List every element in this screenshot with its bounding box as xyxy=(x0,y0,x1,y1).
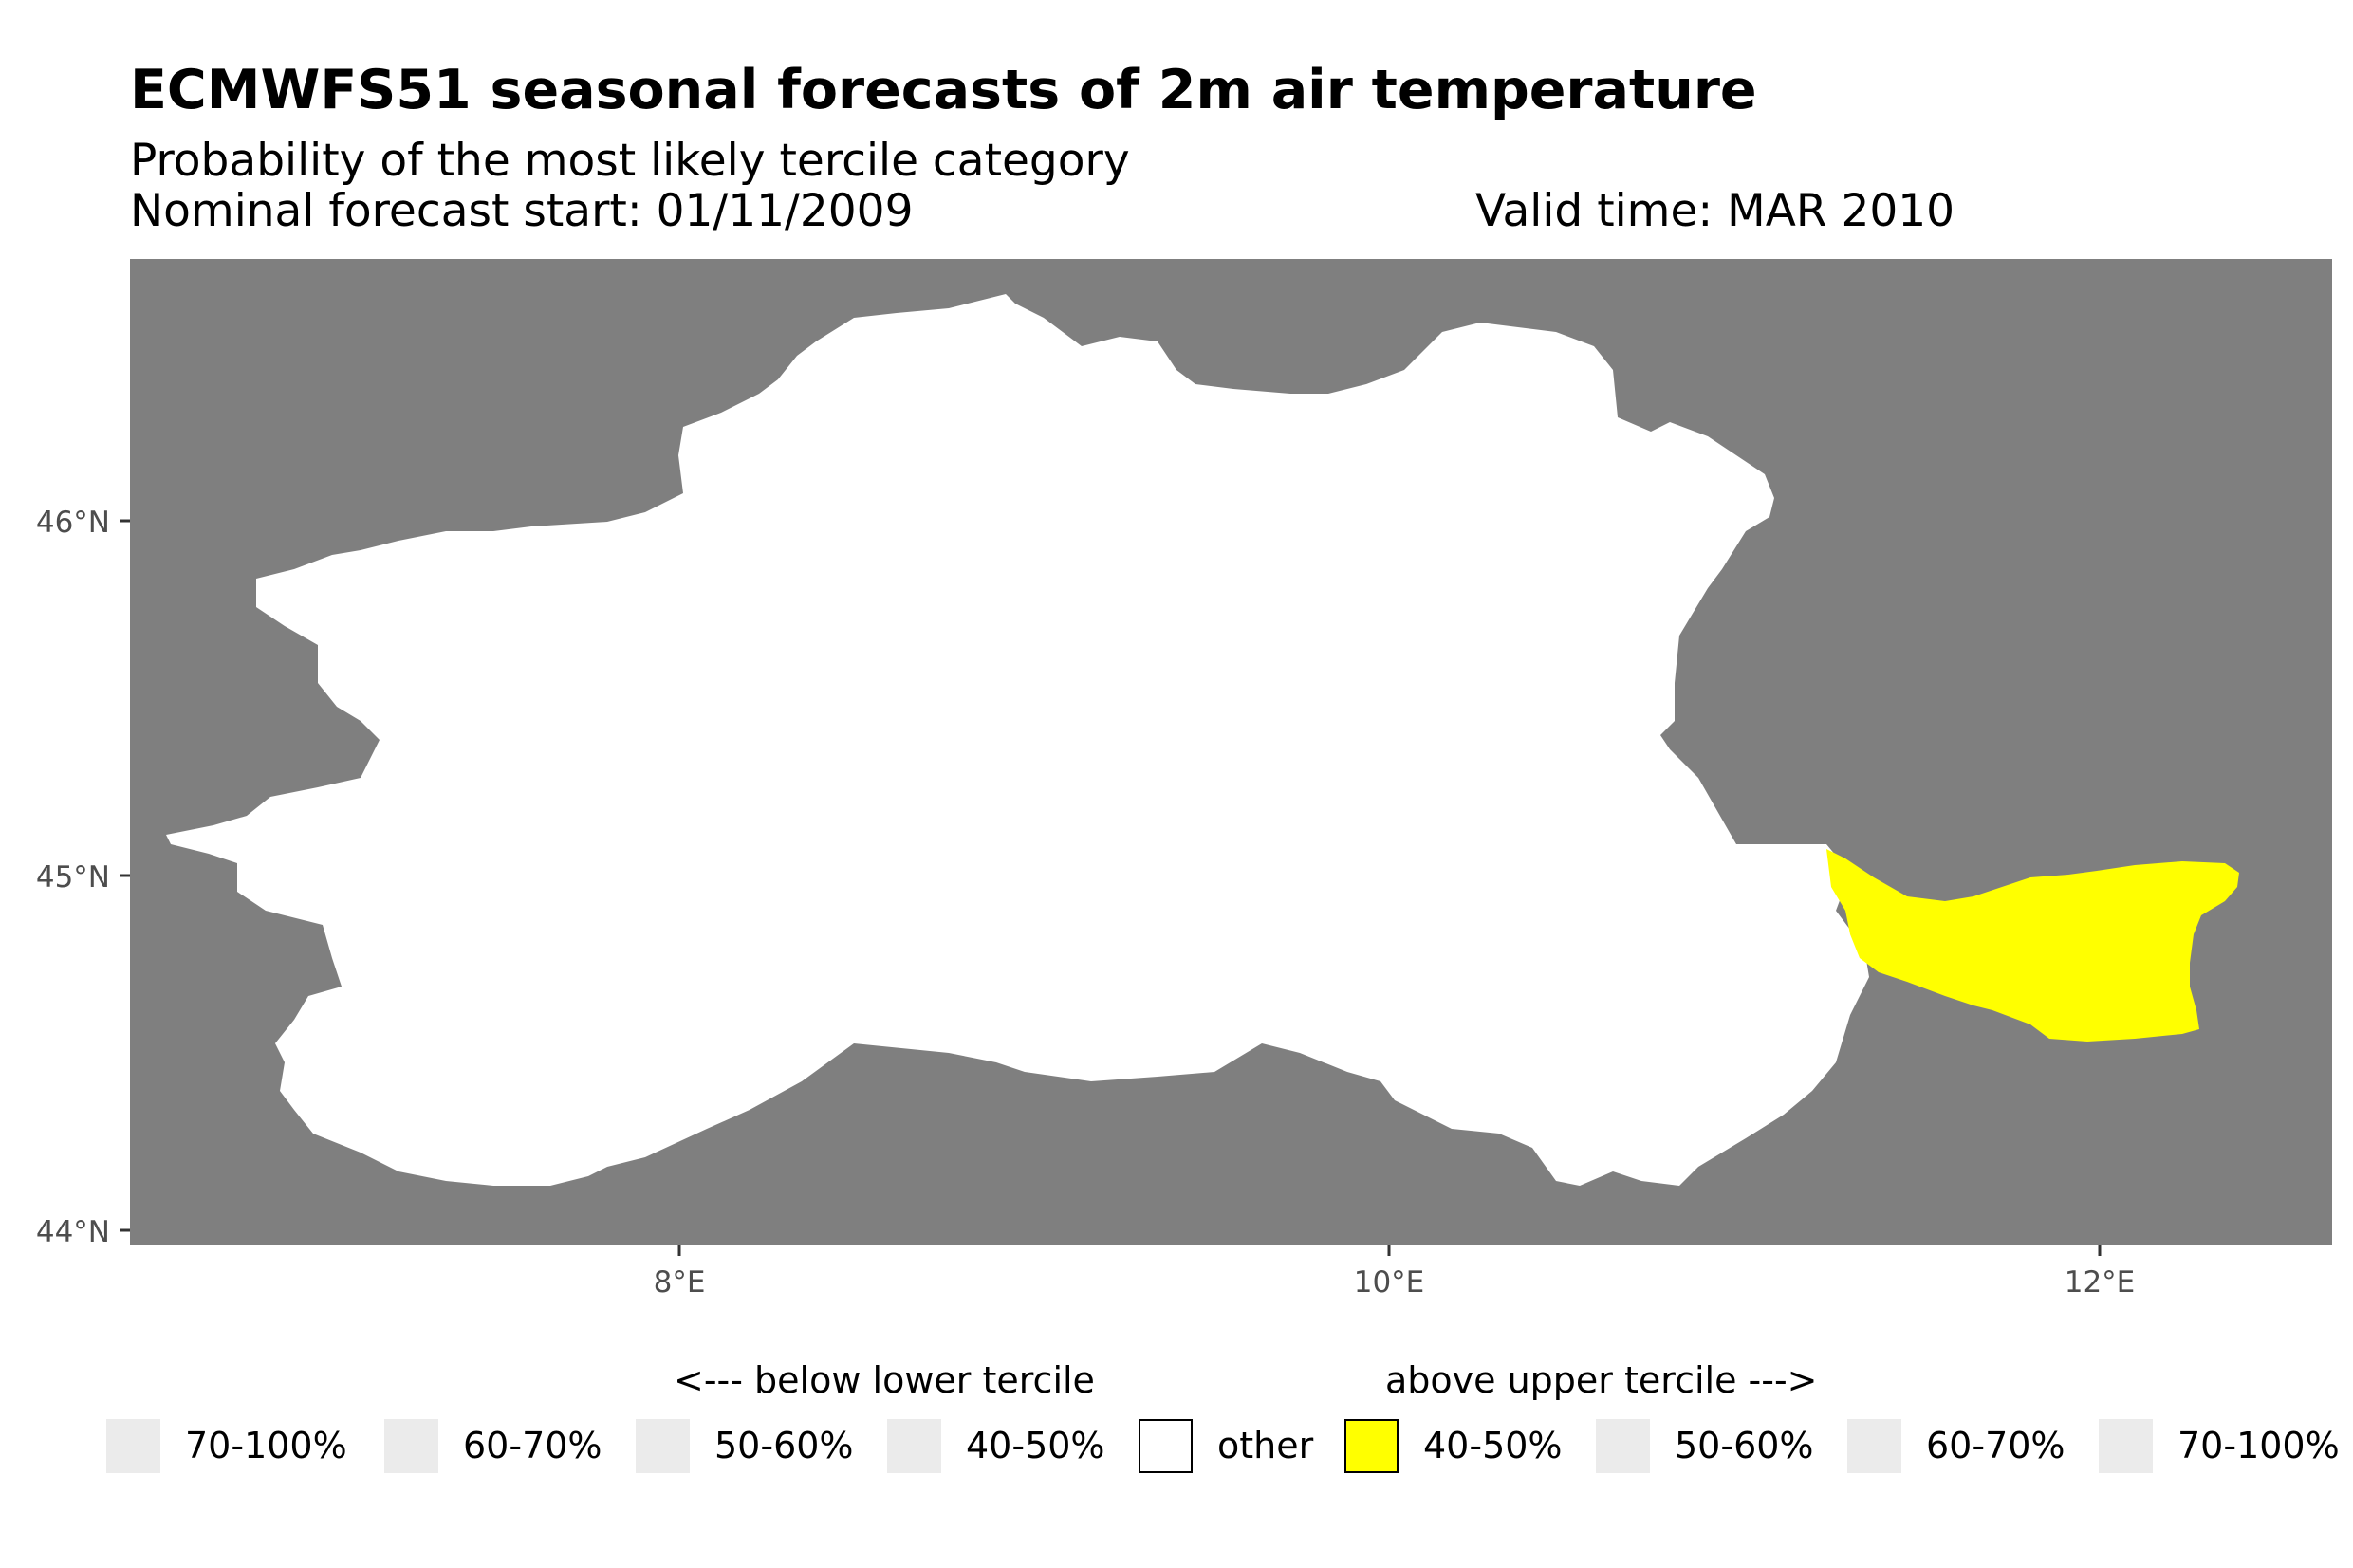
legend-swatch xyxy=(1596,1419,1650,1473)
legend-swatch xyxy=(2099,1419,2153,1473)
legend-label: 60-70% xyxy=(1926,1425,2066,1467)
legend-swatch xyxy=(1847,1419,1901,1473)
x-tick-label: 8°E xyxy=(654,1265,706,1300)
legend-label: 60-70% xyxy=(463,1425,602,1467)
legend-label: 50-60% xyxy=(1675,1425,1814,1467)
map-title: ECMWFS51 seasonal forecasts of 2m air te… xyxy=(130,59,1757,121)
legend-swatch xyxy=(1344,1419,1399,1473)
y-tick-label: 45°N xyxy=(36,860,110,895)
legend-label: 50-60% xyxy=(714,1425,854,1467)
legend-label: other xyxy=(1217,1425,1314,1467)
region-above-40-50 xyxy=(1826,849,2239,1042)
valid-time: Valid time: MAR 2010 xyxy=(1475,185,1955,237)
legend-below-heading: <--- below lower tercile xyxy=(674,1359,1095,1401)
legend-label: 70-100% xyxy=(2177,1425,2340,1467)
legend-swatch xyxy=(887,1419,941,1473)
legend-swatch xyxy=(636,1419,690,1473)
legend-swatch xyxy=(1139,1419,1193,1473)
y-axis: 46°N 45°N 44°N xyxy=(36,506,130,1249)
y-tick-label: 46°N xyxy=(36,506,110,540)
legend-swatch xyxy=(106,1419,160,1473)
region-other xyxy=(166,294,1869,1186)
forecast-start: Nominal forecast start: 01/11/2009 xyxy=(130,185,914,237)
legend-label: 40-50% xyxy=(1423,1425,1563,1467)
legend-label: 70-100% xyxy=(185,1425,347,1467)
legend: 70-100% 60-70% 50-60% 40-50% other 40-50… xyxy=(0,1419,2353,1480)
legend-above-heading: above upper tercile ---> xyxy=(1385,1359,1818,1401)
map-subtitle: Probability of the most likely tercile c… xyxy=(130,135,1130,187)
legend-label: 40-50% xyxy=(966,1425,1105,1467)
y-tick-label: 44°N xyxy=(36,1215,110,1249)
legend-swatch xyxy=(384,1419,438,1473)
x-axis: 8°E 10°E 12°E xyxy=(654,1245,2136,1300)
x-tick-label: 12°E xyxy=(2065,1265,2136,1300)
x-tick-label: 10°E xyxy=(1354,1265,1425,1300)
